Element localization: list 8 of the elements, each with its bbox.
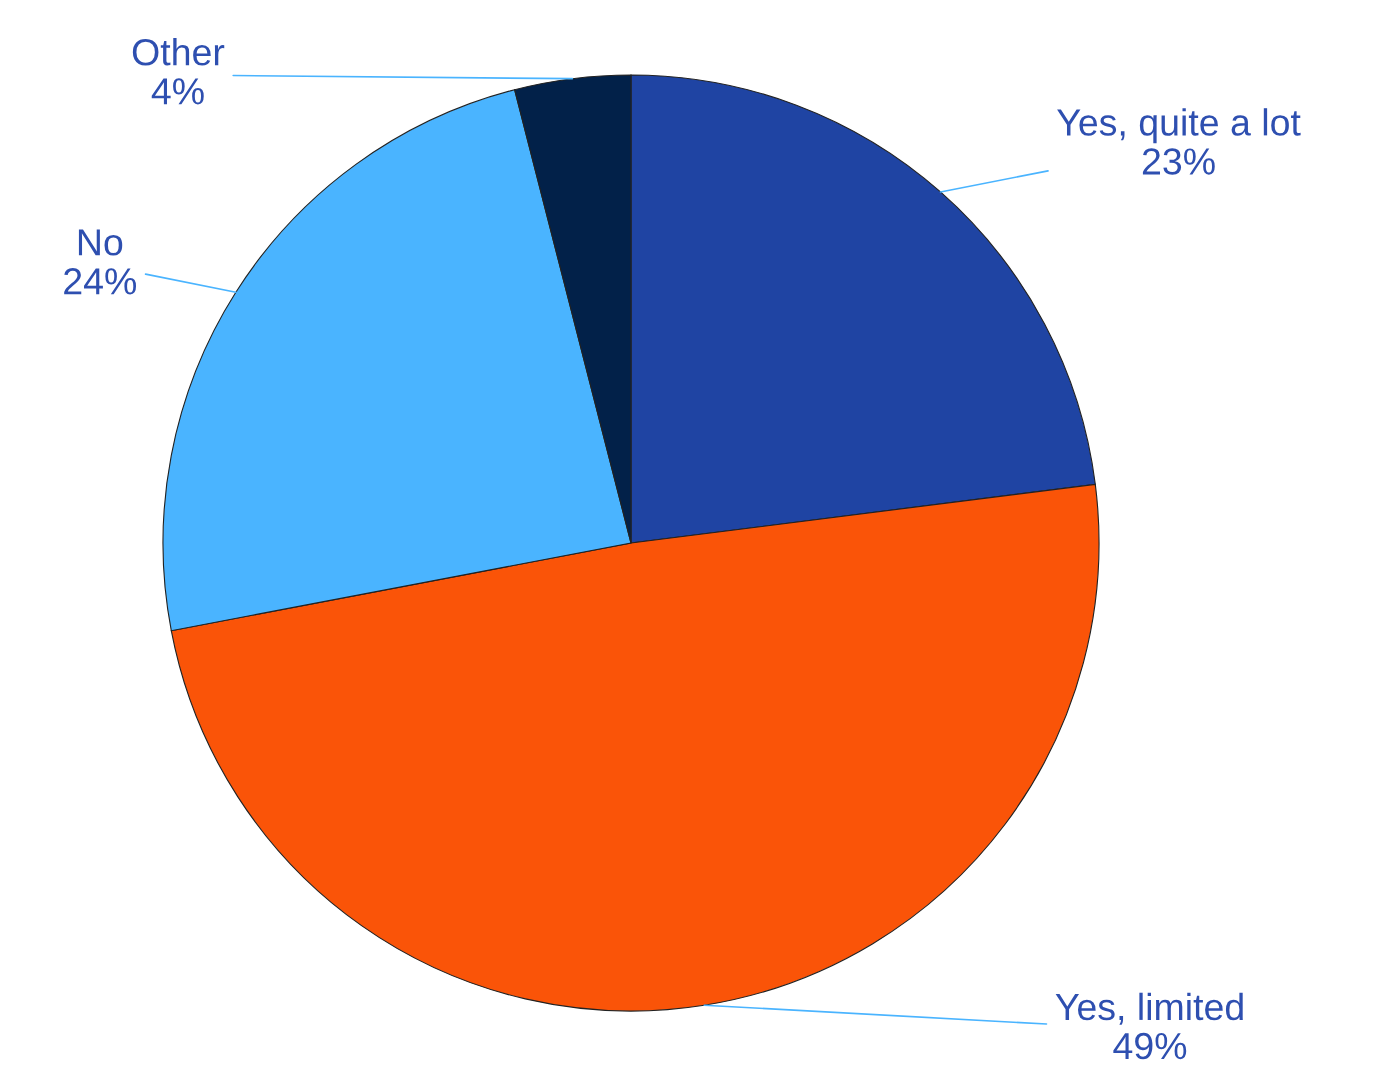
data-label: 23% xyxy=(1142,148,1215,175)
slice-label: Yes, limited xyxy=(1055,992,1243,1025)
slice-label: Yes, quite a lot xyxy=(1057,108,1301,144)
slice-label: No xyxy=(78,229,123,256)
slice-label: Other xyxy=(132,38,225,66)
data-label: 24% xyxy=(64,268,137,295)
data-label: 4% xyxy=(151,78,204,105)
data-label: 49% xyxy=(1113,1032,1187,1060)
